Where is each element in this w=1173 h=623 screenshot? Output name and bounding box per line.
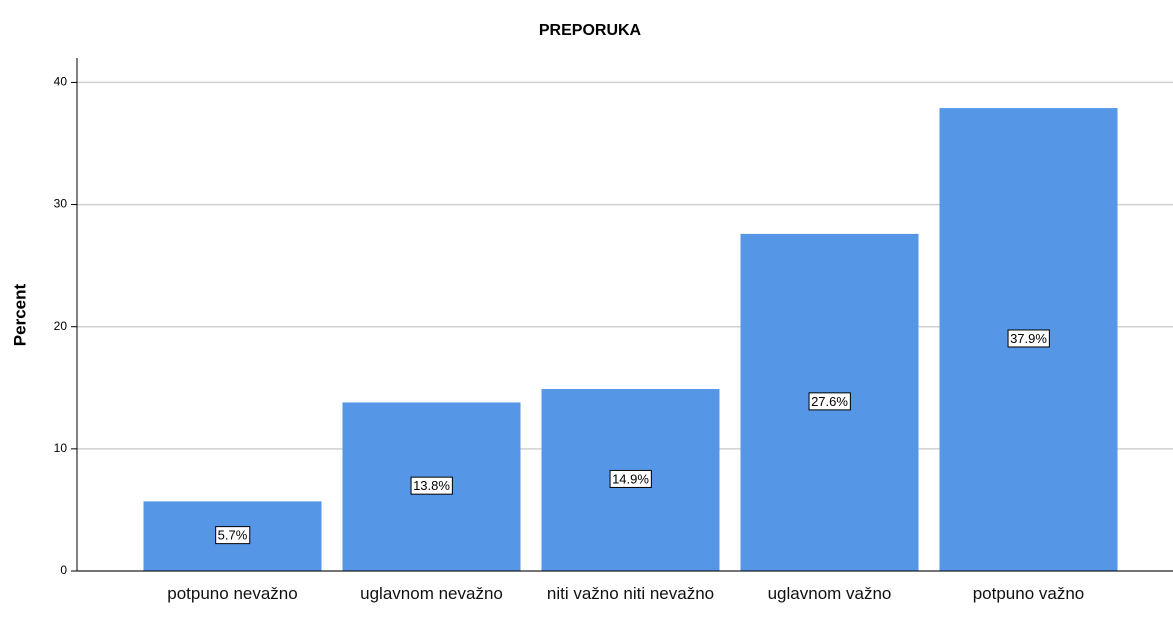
x-tick-label: potpuno nevažno <box>167 584 298 603</box>
value-label-text: 14.9% <box>612 471 649 486</box>
value-label-box <box>410 476 453 495</box>
value-label: 13.8% <box>410 476 453 495</box>
y-tick-label: 20 <box>54 319 68 333</box>
value-label-box <box>808 392 851 411</box>
x-tick-label: niti važno niti nevažno <box>546 584 715 603</box>
value-label-text: 27.6% <box>811 394 848 409</box>
y-tick-label: 10 <box>54 441 68 455</box>
y-tick-label: 0 <box>60 563 67 577</box>
value-label: 14.9% <box>609 469 652 488</box>
x-tick-label: uglavnom važno <box>767 584 892 603</box>
value-label-text: 13.8% <box>413 478 450 493</box>
value-label-box <box>609 469 652 488</box>
value-label-text: 37.9% <box>1010 331 1047 346</box>
x-tick-label: uglavnom nevažno <box>360 584 503 603</box>
chart-title: PREPORUKA <box>539 22 642 39</box>
value-label-box <box>215 526 251 545</box>
y-tick-label: 40 <box>54 75 68 89</box>
value-label: 37.9% <box>1007 329 1050 348</box>
value-label-box <box>1007 329 1050 348</box>
y-axis-label: Percent <box>10 283 29 346</box>
y-tick-label: 30 <box>54 197 68 211</box>
x-tick-label: potpuno važno <box>972 584 1085 603</box>
value-label: 5.7% <box>215 526 251 545</box>
value-label: 27.6% <box>808 392 851 411</box>
value-label-text: 5.7% <box>218 528 248 543</box>
